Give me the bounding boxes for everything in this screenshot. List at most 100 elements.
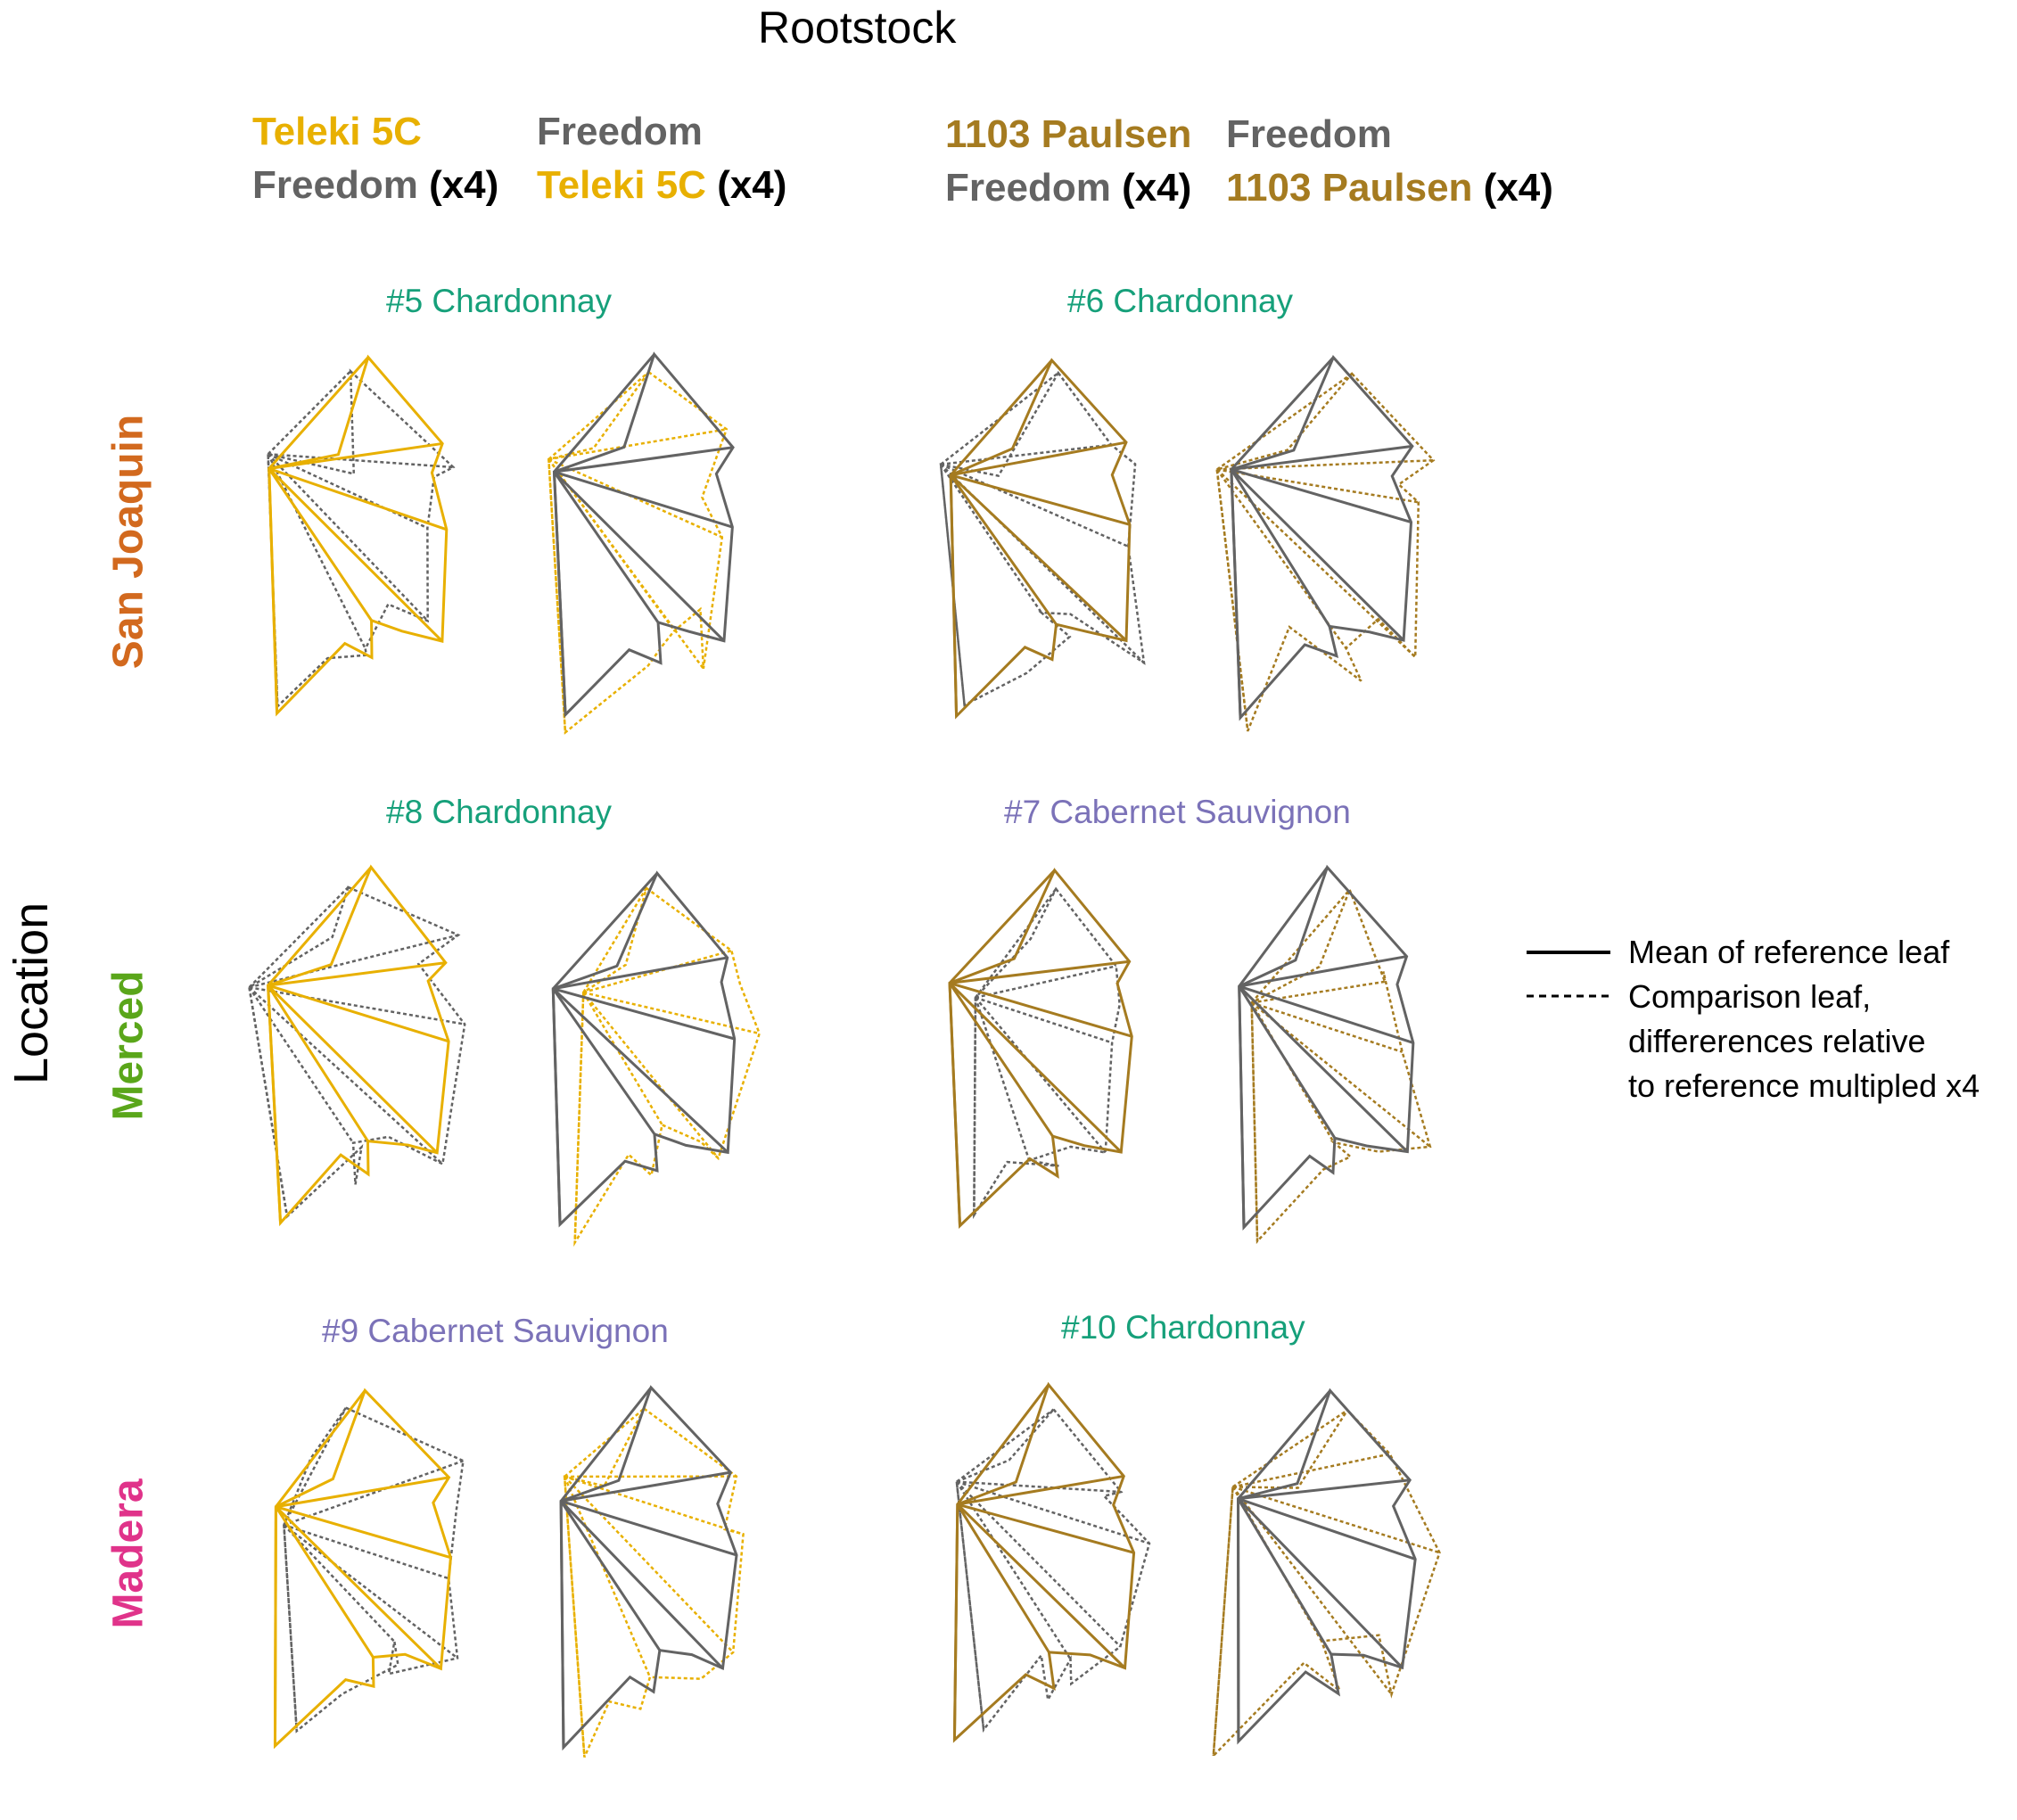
leaf-r3-c1-reference-vein-6 [273,1506,277,1746]
leaf-r2-c3-reference-outline [948,868,1133,1230]
leaf-r3-c3-comparison-vein-5 [955,1481,1072,1660]
leaf-r1-c3-reference-vein-3 [950,474,1131,526]
leaf-r2-c3-reference-vein-4 [948,982,1123,1154]
leaf-r2-c4-reference-vein-4 [1238,984,1409,1153]
panel-title-5-chardonnay: #5 Chardonnay [386,283,613,319]
leaf-r1-c2-reference [552,351,735,719]
rootstock-header-1-line1: Teleki 5C [252,110,422,153]
leaf-r3-c4-reference-vein-2 [1238,1478,1411,1501]
rootstock-header-4: Freedom 1103 Paulsen (x4) [1226,108,1553,215]
leaf-r2-c2-reference-vein-4 [552,987,729,1154]
leaf-r2-c4-reference-outline [1238,864,1415,1231]
leaf-r1-c1-comparison-vein-4 [267,453,429,622]
leaf-r2-c1-comparison-vein-3 [249,986,465,1025]
leaf-r3-c2-reference-vein-3 [560,1499,737,1557]
leaf-r2-c2-comparison-vein-4 [582,992,720,1159]
leaf-r3-c4-comparison-outline [1212,1408,1441,1759]
leaf-r1-c1-reference-vein-6 [268,468,279,713]
leaf-r2-c3-reference-vein-1 [948,869,1056,984]
leaf-r3-c1-comparison-vein-5 [283,1524,396,1643]
leaf-r3-c4-comparison-vein-6 [1212,1486,1234,1757]
panel-title-7-cabernet: #7 Cabernet Sauvignon [1004,794,1351,830]
rootstock-header-3-line2-name: Freedom [945,166,1111,210]
leaf-r3-c1-reference-vein-3 [275,1505,451,1560]
leaf-r2-c2-reference-outline [551,870,737,1228]
leaf-r3-c2-reference-vein-5 [559,1500,662,1651]
leaf-r3-c1-comparison-vein-3 [284,1524,449,1580]
leaf-r2-c4-reference-vein-6 [1238,986,1246,1228]
leaf-r3-c3-reference-outline [952,1381,1136,1743]
rootstock-header-2-line1: Freedom [537,110,703,153]
panel-title-8-chardonnay: #8 Chardonnay [386,794,613,830]
leaf-r1-c1-reference-vein-4 [268,467,443,643]
leaf-r2-c1-comparison-outline [248,885,466,1219]
rootstock-header-2-line2: Teleki 5C (x4) [537,159,786,212]
leaf-r1-c3-comparison-vein-3 [940,463,1129,548]
leaf-r3-c3-comparison-vein-6 [955,1481,985,1730]
leaf-r3-c3-reference-vein-6 [952,1504,959,1741]
leaf-r3-c4-reference-vein-1 [1237,1389,1331,1500]
leaf-r3-c1-comparison-vein-4 [283,1524,458,1659]
rootstock-header-3: 1103 Paulsen Freedom (x4) [945,108,1191,215]
leaf-r3-c3-reference-vein-3 [957,1503,1134,1554]
leaf-r1-c3-reference-vein-4 [950,474,1128,642]
figure-title: Rootstock [758,3,957,53]
leaf-r3-c3-reference-vein-2 [957,1474,1124,1506]
leaf-r3-c2-reference-vein-6 [559,1501,565,1748]
leaf-r2-c1-reference-vein-2 [268,961,446,987]
panel-title-9-cabernet: #9 Cabernet Sauvignon [322,1313,669,1349]
leaf-r3-c2-comparison-vein-1 [564,1407,646,1478]
leaf-r2-c2-reference-vein-3 [552,987,736,1041]
leaf-r3-c1-reference-vein-2 [276,1476,449,1509]
leaf-r1-c3-reference-vein-5 [949,474,1058,626]
rootstock-header-1-line2: Freedom (x4) [252,159,498,212]
leaf-r3-c1-reference-vein-5 [275,1505,375,1659]
rootstock-header-4-line1: Freedom [1226,112,1392,156]
rootstock-header-4-line2: 1103 Paulsen (x4) [1226,161,1553,215]
leaf-r1-c1-reference-vein-5 [268,467,373,622]
leaf-r2-c1-reference-vein-3 [268,984,449,1043]
leaf-r2-c3-reference-vein-3 [949,981,1132,1038]
leaf-r3-c4-reference-vein-3 [1238,1497,1416,1561]
leaf-r1-c2-comparison-vein-5 [547,458,676,631]
leaf-r1-c1-reference-vein-2 [268,441,443,470]
leaf-r2-c1-reference [267,864,450,1227]
leaf-r1-c3-reference-vein-2 [950,441,1127,477]
rootstock-header-3-line2: Freedom (x4) [945,161,1191,215]
leaf-r3-c2-comparison-vein-5 [563,1476,652,1678]
leaf-r1-c3-reference-vein-6 [949,474,959,717]
leaf-r2-c2-comparison-vein-3 [582,991,760,1035]
leaf-r1-c4-comparison-vein-2 [1216,458,1434,471]
legend-dashed-label: Comparison leaf, differerences relative … [1628,975,1980,1108]
leaf-r1-c2-reference-vein-2 [554,446,734,474]
leaf-r3-c4-comparison-vein-2 [1232,1453,1390,1488]
leaf-r1-c4-reference-vein-4 [1230,468,1405,642]
leaf-r2-c1-comparison-vein-1 [248,886,350,989]
leaf-r1-c2-reference-vein-5 [553,471,660,623]
leaf-r1-c2-reference-vein-4 [553,471,726,642]
leaf-r3-c3-reference-vein-5 [956,1503,1050,1653]
leaf-r1-c1-comparison-vein-5 [267,453,366,649]
leaf-r3-c4-comparison-vein-1 [1231,1409,1348,1488]
leaf-r3-c2-reference-outline [559,1385,738,1751]
leaf-r3-c2-comparison [563,1406,745,1758]
leaf-r1-c4-reference-vein-2 [1231,444,1413,471]
leaf-r1-c4-reference-outline [1230,354,1414,721]
leaf-r2-c2-comparison-vein-6 [573,992,585,1243]
leaf-r2-c4-comparison-vein-2 [1251,980,1386,1004]
leaf-r1-c4-comparison-vein-1 [1216,373,1353,471]
leaf-r3-c1-comparison [283,1406,465,1734]
leaf-r3-c2-comparison-vein-4 [564,1476,735,1653]
leaf-r1-c4-reference [1230,354,1414,721]
leaf-r3-c1-reference-vein-1 [275,1389,366,1508]
panel-title-6-chardonnay: #6 Chardonnay [1067,283,1294,319]
leaf-r3-c3-reference-vein-1 [956,1383,1050,1505]
leaf-r2-c1-comparison-vein-5 [248,986,355,1144]
leaf-r1-c1-reference [268,354,449,717]
leaf-r3-c3-comparison-outline [955,1407,1151,1733]
rootstock-header-4-line2-name: 1103 Paulsen [1226,166,1473,210]
leaf-r2-c1-comparison-vein-2 [249,934,459,989]
leaf-r1-c3-reference-vein-1 [950,359,1053,476]
leaf-r2-c1-comparison-vein-6 [248,987,289,1217]
